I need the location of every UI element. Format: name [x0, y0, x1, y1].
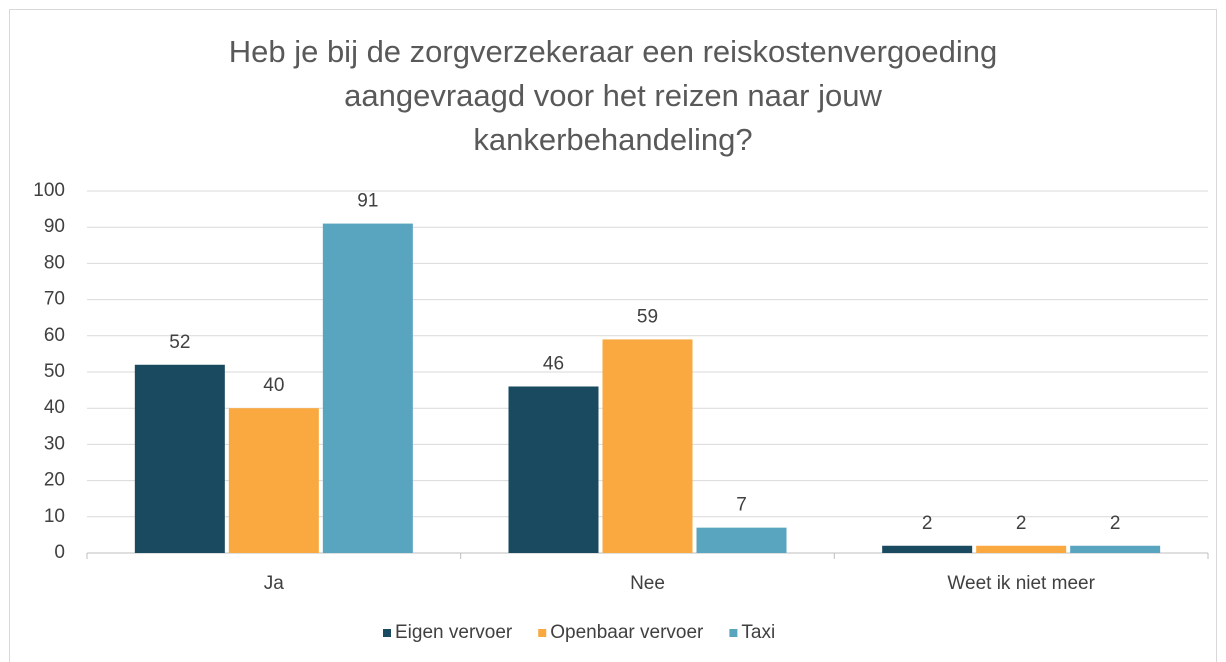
y-tick-label: 40	[44, 397, 65, 418]
bar	[696, 527, 787, 553]
data-label: 7	[736, 495, 747, 516]
y-tick-label: 70	[44, 289, 65, 310]
y-tick-label: 80	[44, 252, 65, 273]
bar	[508, 386, 599, 553]
y-tick-label: 90	[44, 216, 65, 237]
x-tick-label: Ja	[264, 573, 285, 594]
y-tick-label: 10	[44, 506, 65, 527]
legend-swatch	[729, 629, 738, 637]
bar	[228, 408, 319, 553]
data-label: 52	[169, 332, 190, 353]
data-label: 46	[543, 353, 564, 374]
chart-title: aangevraagd voor het reizen naar jouw	[344, 78, 882, 113]
bar	[322, 223, 413, 553]
legend-label: Openbaar vervoer	[550, 622, 704, 643]
data-label: 2	[1110, 513, 1121, 534]
legend-swatch	[383, 629, 391, 637]
y-tick-label: 50	[44, 361, 65, 382]
bar	[882, 545, 973, 553]
legend-swatch	[538, 629, 547, 637]
y-tick-label: 30	[44, 433, 65, 454]
legend-label: Taxi	[741, 622, 775, 643]
legend-label: Eigen vervoer	[395, 622, 513, 643]
bar	[976, 545, 1067, 553]
y-tick-label: 100	[33, 180, 65, 201]
data-label: 40	[263, 375, 284, 396]
bar	[134, 364, 225, 553]
x-tick-label: Nee	[630, 573, 665, 594]
y-tick-label: 20	[44, 470, 65, 491]
bar	[1070, 545, 1161, 553]
bar	[602, 339, 693, 553]
y-tick-label: 0	[54, 542, 65, 563]
chart-title: kankerbehandeling?	[473, 122, 752, 157]
data-label: 2	[1016, 513, 1027, 534]
data-label: 2	[922, 513, 933, 534]
chart-title: Heb je bij de zorgverzekeraar een reisko…	[229, 34, 998, 69]
x-tick-label: Weet ik niet meer	[947, 573, 1095, 594]
y-tick-label: 60	[44, 325, 65, 346]
data-label: 91	[357, 191, 378, 212]
data-label: 59	[637, 306, 658, 327]
